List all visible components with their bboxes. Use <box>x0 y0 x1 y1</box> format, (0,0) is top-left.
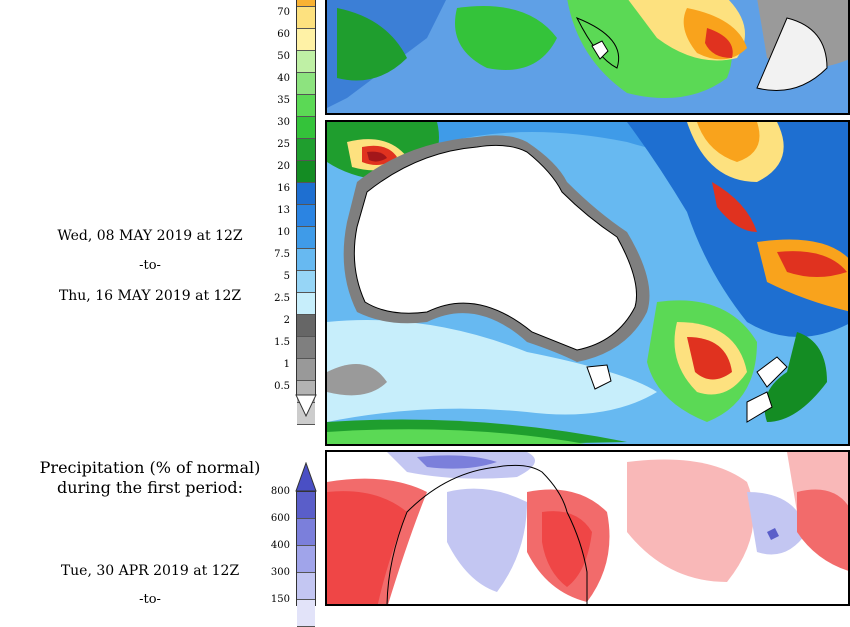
map-panel-anomaly <box>325 450 850 606</box>
scale-swatch <box>297 95 315 117</box>
anomaly-color-scale <box>296 491 316 627</box>
scale-tick-label: 25 <box>277 139 290 150</box>
scale-tick-label: 40 <box>277 73 290 84</box>
precip-map-top <box>327 0 848 113</box>
map-panel-top <box>325 0 850 115</box>
scale-tick-label: 16 <box>277 183 290 194</box>
map-panel-main <box>325 120 850 446</box>
scale-swatch <box>297 205 315 227</box>
scale-tick-label: 10 <box>277 227 290 238</box>
scale-swatch <box>297 337 315 359</box>
anomaly-tick-label: 400 <box>270 540 290 551</box>
scale-arrow-icon <box>295 394 317 418</box>
scale-swatch <box>297 139 315 161</box>
period-start: Wed, 08 MAY 2019 at 12Z <box>57 228 243 244</box>
anomaly-scale-arrow-icon <box>295 462 317 492</box>
scale-tick-label: 7.5 <box>274 249 290 260</box>
period-end: Thu, 16 MAY 2019 at 12Z <box>58 288 242 304</box>
anomaly-map <box>327 452 848 604</box>
scale-swatch <box>297 29 315 51</box>
period-sep: -to- <box>139 258 161 273</box>
scale-swatch <box>297 315 315 337</box>
scale-tick-label: 5 <box>283 271 290 282</box>
anomaly-swatch <box>297 546 315 573</box>
scale-tick-label: 60 <box>277 29 290 40</box>
scale-swatch <box>297 73 315 95</box>
scale-tick-label: 20 <box>277 161 290 172</box>
scale-swatch <box>297 293 315 315</box>
scale-swatch <box>297 271 315 293</box>
scale-swatch <box>297 117 315 139</box>
anomaly-period-start: Tue, 30 APR 2019 at 12Z <box>60 563 240 579</box>
anomaly-swatch <box>297 492 315 519</box>
scale-tick-label: 1.5 <box>274 337 290 348</box>
scale-tick-label: 70 <box>277 7 290 18</box>
scale-swatch <box>297 0 315 7</box>
precip-color-scale <box>296 0 316 425</box>
scale-tick-label: 50 <box>277 51 290 62</box>
scale-swatch <box>297 227 315 249</box>
scale-tick-label: 35 <box>277 95 290 106</box>
anomaly-tick-label: 300 <box>270 567 290 578</box>
scale-tick-label: 2.5 <box>274 293 290 304</box>
scale-swatch <box>297 249 315 271</box>
scale-tick-label: 30 <box>277 117 290 128</box>
scale-swatch <box>297 161 315 183</box>
anomaly-title: Precipitation (% of normal) <box>39 458 261 477</box>
anomaly-subtitle: during the first period: <box>56 478 244 497</box>
scale-swatch <box>297 7 315 29</box>
scale-swatch <box>297 359 315 381</box>
scale-tick-label: 13 <box>277 205 290 216</box>
scale-tick-label: 2 <box>283 315 290 326</box>
scale-swatch <box>297 51 315 73</box>
scale-tick-label: 0.5 <box>274 381 290 392</box>
anomaly-swatch <box>297 519 315 546</box>
scale-tick-label: 1 <box>283 359 290 370</box>
scale-swatch <box>297 183 315 205</box>
anomaly-tick-label: 600 <box>270 513 290 524</box>
precip-map-main <box>327 122 848 444</box>
anomaly-tick-label: 800 <box>270 486 290 497</box>
